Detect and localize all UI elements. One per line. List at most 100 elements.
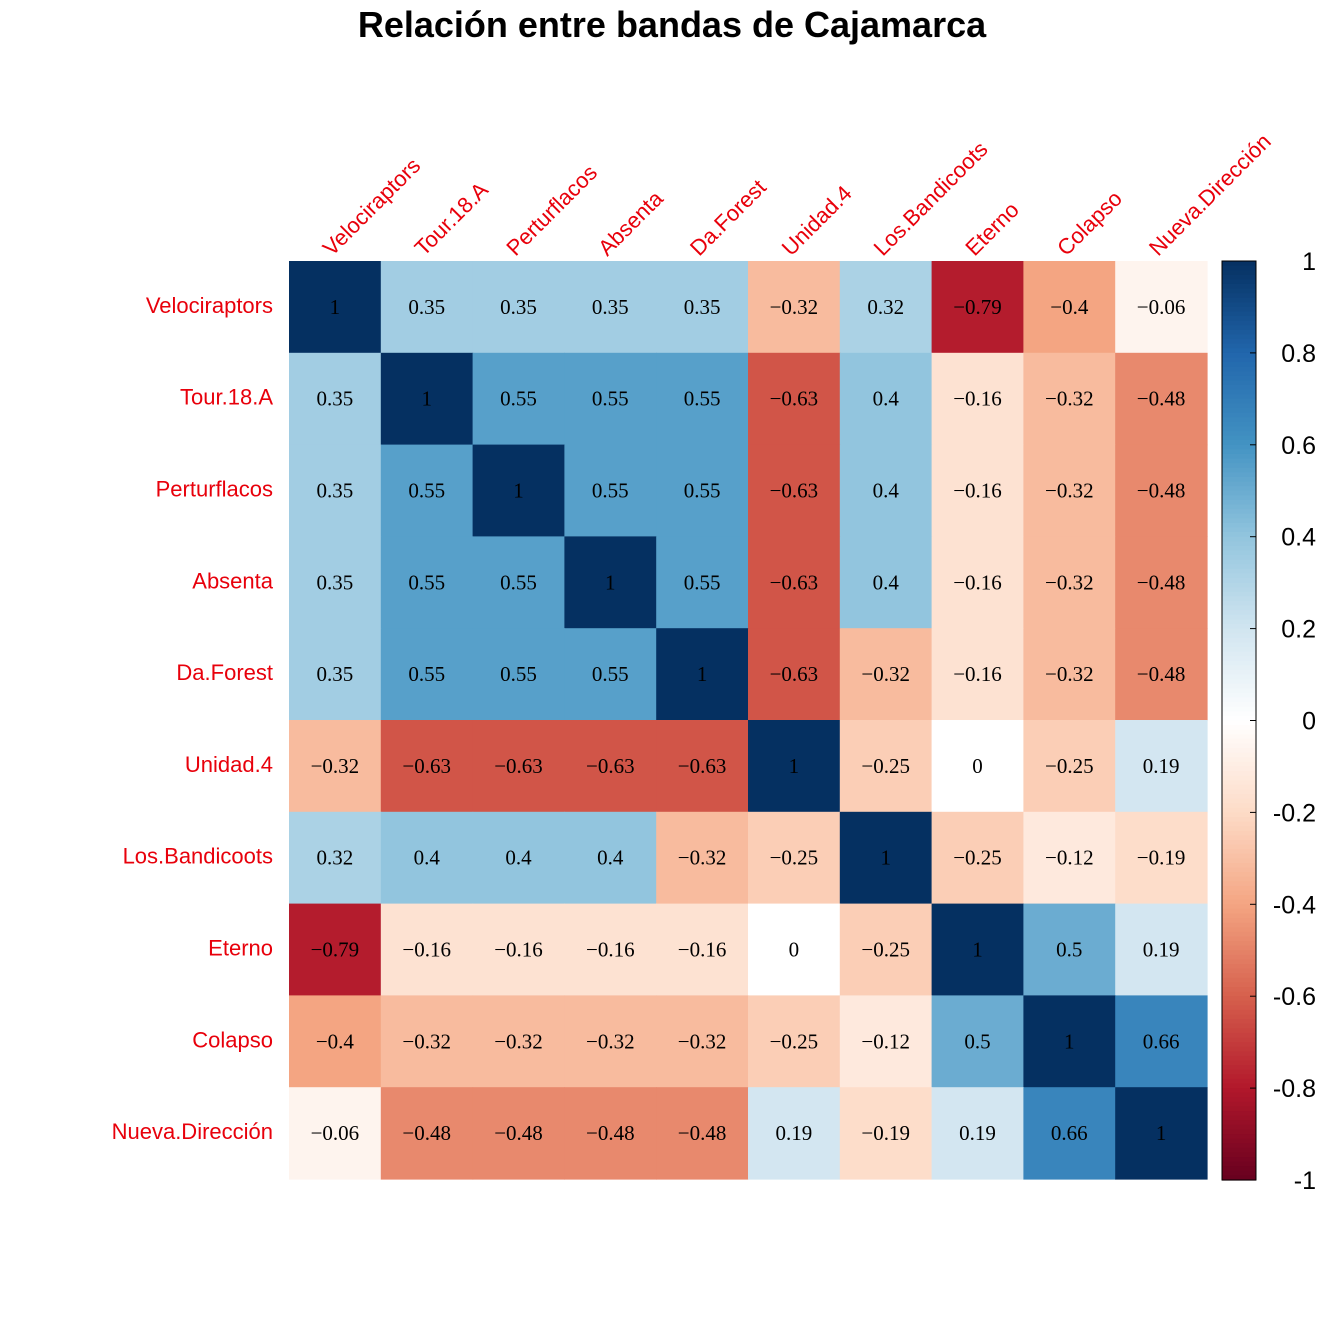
legend-color-step <box>1222 830 1256 836</box>
legend-color-step <box>1222 394 1256 400</box>
cell-value-label: −0.16 <box>953 662 1002 686</box>
cell-value-label: −0.12 <box>1045 846 1094 870</box>
cell-value-label: −0.32 <box>494 1029 543 1053</box>
legend-color-step <box>1222 408 1256 414</box>
cell-value-label: 0.32 <box>867 295 904 319</box>
row-label: Velociraptors <box>146 293 273 318</box>
legend-tick-label: 0 <box>1302 708 1316 736</box>
legend-color-step <box>1222 325 1256 331</box>
legend-color-step <box>1222 403 1256 409</box>
legend-color-step <box>1222 605 1256 611</box>
heatmap-cell <box>1115 628 1208 721</box>
legend-color-step <box>1222 876 1256 882</box>
legend-color-step <box>1222 812 1256 818</box>
legend-color-step <box>1222 853 1256 859</box>
chart-title: Relación entre bandas de Cajamarca <box>358 4 987 45</box>
legend-color-step <box>1222 835 1256 841</box>
legend-color-step <box>1222 1157 1256 1163</box>
heatmap-cell <box>289 720 382 813</box>
legend-color-step <box>1222 991 1256 997</box>
heatmap-cell <box>564 536 657 629</box>
heatmap-cell <box>1115 903 1208 996</box>
legend-color-step <box>1222 1014 1256 1020</box>
cell-value-label: 0 <box>972 754 983 778</box>
legend-color-step <box>1222 1124 1256 1131</box>
cell-value-label: 0.55 <box>500 570 537 594</box>
legend-color-step <box>1222 440 1256 446</box>
cell-value-label: 0.55 <box>408 570 445 594</box>
legend-color-step <box>1222 444 1256 450</box>
heatmap-cell <box>1115 352 1208 446</box>
legend-color-step <box>1222 1051 1256 1057</box>
heatmap-cell <box>564 903 657 996</box>
column-label: Perturflacos <box>501 160 602 261</box>
heatmap-cell <box>1023 628 1116 721</box>
legend-color-step <box>1222 982 1256 988</box>
legend-color-step <box>1222 637 1256 643</box>
legend-color-step <box>1222 343 1256 349</box>
legend-color-step <box>1222 771 1256 777</box>
legend-color-step <box>1222 858 1256 864</box>
heatmap-cell <box>1115 536 1208 629</box>
legend-color-step <box>1222 559 1256 565</box>
cell-value-label: −0.63 <box>770 479 819 503</box>
legend-color-step <box>1222 899 1256 905</box>
legend-color-step <box>1222 357 1256 363</box>
cell-value-label: 0.66 <box>1143 1029 1180 1053</box>
heatmap-cell <box>656 720 749 813</box>
legend-color-step <box>1222 931 1256 938</box>
cell-value-label: 0.55 <box>408 479 445 503</box>
legend-color-step <box>1222 283 1256 290</box>
heatmap-cell <box>839 720 933 813</box>
cell-value-label: 0.19 <box>1143 938 1180 962</box>
cell-value-label: 1 <box>697 662 708 686</box>
cell-value-label: −0.16 <box>402 938 451 962</box>
legend-color-step <box>1222 348 1256 354</box>
legend-color-step <box>1222 890 1256 896</box>
cell-value-label: 0.32 <box>317 846 354 870</box>
legend-color-step <box>1222 614 1256 621</box>
heatmap-cell <box>289 811 382 905</box>
heatmap-cell <box>656 995 749 1088</box>
legend-color-step <box>1222 1143 1256 1149</box>
row-labels: Velociraptors Tour.18.A Perturflacos Absent… <box>112 293 274 1144</box>
legend-color-step <box>1222 743 1256 749</box>
heatmap-cell <box>564 1087 657 1180</box>
cell-value-label: 1 <box>789 754 800 778</box>
color-legend: 1 0.8 0.6 0.4 0.2 0 -0.2 -0.4 -0.6 -0.8 -1 <box>1221 248 1316 1195</box>
heatmap-cell <box>748 536 841 629</box>
heatmap-cell <box>564 995 657 1088</box>
cell-value-label: 0.4 <box>873 387 900 411</box>
legend-color-step <box>1222 610 1256 616</box>
cell-value-label: −0.32 <box>770 295 819 319</box>
legend-color-step <box>1222 748 1256 754</box>
cell-value-label: 0.4 <box>873 479 900 503</box>
legend-tick-label: 0.8 <box>1281 340 1316 368</box>
legend-color-step <box>1222 968 1256 974</box>
cell-value-label: 0.55 <box>500 387 537 411</box>
cell-value-label: −0.06 <box>311 1121 360 1145</box>
column-label: Colapso <box>1052 186 1127 261</box>
cell-value-label: −0.79 <box>953 295 1002 319</box>
legend-color-step <box>1222 371 1256 377</box>
heatmap-cell <box>931 536 1024 629</box>
legend-color-step <box>1222 826 1256 832</box>
legend-color-step <box>1222 1175 1256 1181</box>
cell-value-label: −0.63 <box>494 754 543 778</box>
heatmap-cell <box>472 1087 565 1180</box>
heatmap-cell <box>564 444 657 537</box>
legend-color-step <box>1222 1120 1256 1126</box>
cell-value-label: −0.32 <box>586 1029 635 1053</box>
legend-color-step <box>1222 274 1256 280</box>
legend-tick-label: 0.4 <box>1281 524 1316 552</box>
heatmap-cell <box>931 995 1024 1088</box>
row-label: Perturflacos <box>156 477 273 502</box>
heatmap-cell <box>472 995 565 1088</box>
heatmap-cell <box>1023 1087 1116 1180</box>
heatmap-cell <box>564 811 657 905</box>
column-label: Absenta <box>593 185 668 260</box>
cell-value-label: 0.4 <box>505 846 532 870</box>
legend-color-step <box>1222 1046 1256 1052</box>
legend-color-step <box>1222 1134 1256 1140</box>
legend-color-step <box>1222 794 1256 800</box>
